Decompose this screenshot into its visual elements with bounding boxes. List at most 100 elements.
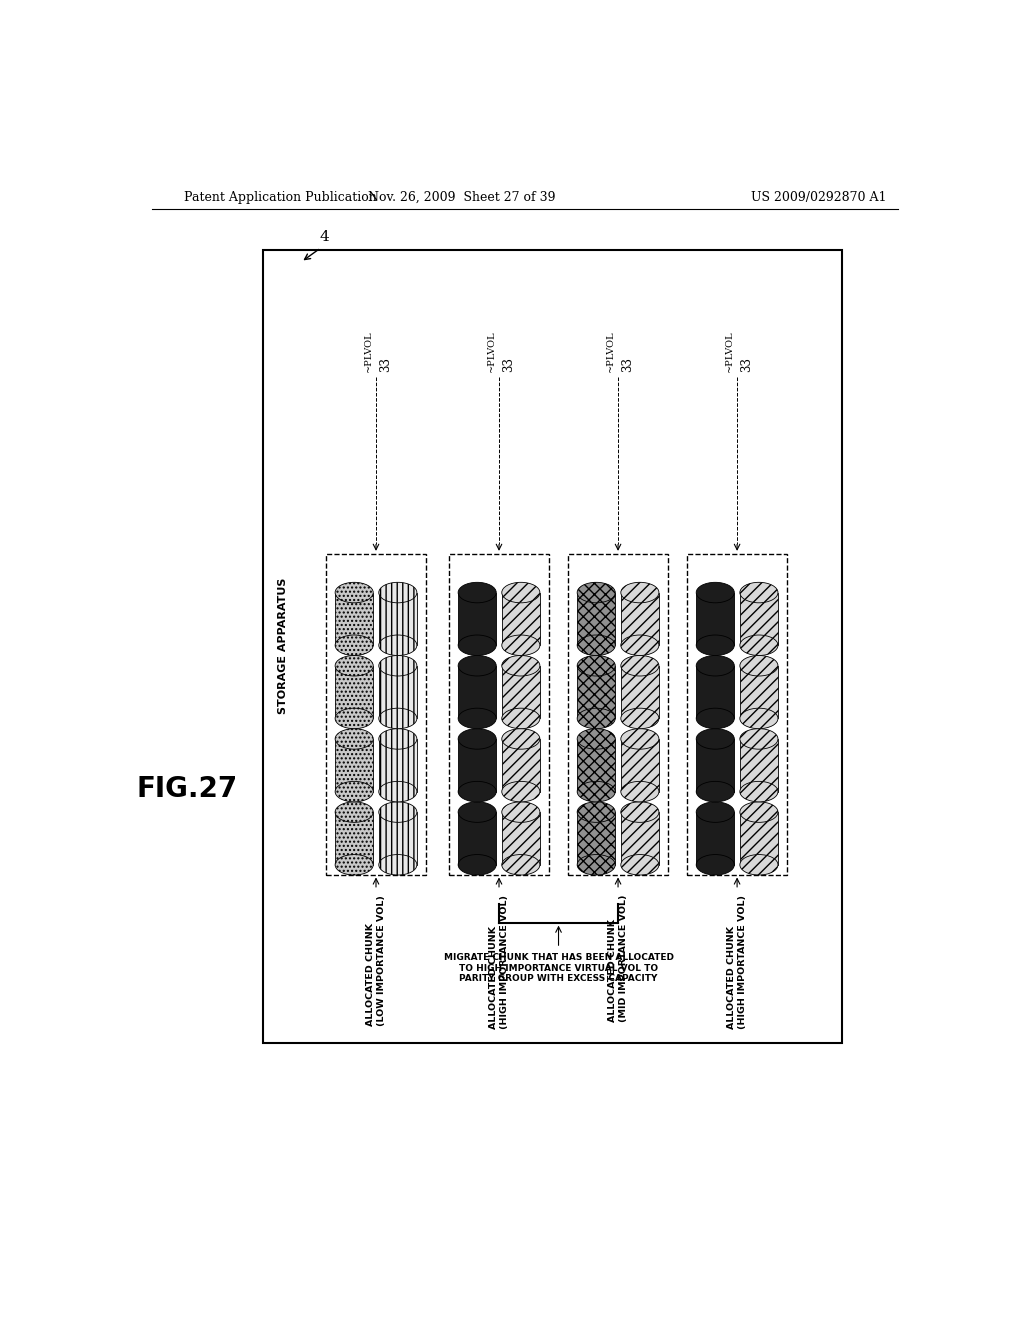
Ellipse shape: [458, 582, 497, 603]
Ellipse shape: [502, 709, 540, 729]
Bar: [458, 739, 497, 792]
Text: 4: 4: [319, 230, 330, 244]
Bar: [578, 593, 615, 645]
Ellipse shape: [578, 801, 615, 822]
Bar: [687, 554, 787, 875]
Text: Nov. 26, 2009  Sheet 27 of 39: Nov. 26, 2009 Sheet 27 of 39: [368, 190, 555, 203]
Ellipse shape: [379, 656, 417, 676]
Ellipse shape: [696, 801, 734, 822]
Ellipse shape: [621, 854, 658, 875]
Text: ALLOCATED CHUNK
(LOW IMPORTANCE VOL): ALLOCATED CHUNK (LOW IMPORTANCE VOL): [367, 895, 386, 1026]
Text: ~PLVOL: ~PLVOL: [725, 330, 733, 372]
Ellipse shape: [502, 781, 540, 801]
Bar: [621, 593, 658, 645]
Ellipse shape: [379, 729, 417, 750]
Ellipse shape: [458, 781, 497, 801]
Ellipse shape: [458, 854, 497, 875]
Ellipse shape: [335, 582, 373, 603]
Bar: [621, 665, 658, 718]
Ellipse shape: [740, 781, 778, 801]
Ellipse shape: [740, 709, 778, 729]
Ellipse shape: [379, 635, 417, 656]
Ellipse shape: [578, 656, 615, 676]
Ellipse shape: [335, 729, 373, 750]
Ellipse shape: [621, 709, 658, 729]
Text: FIG.27: FIG.27: [137, 775, 239, 803]
Ellipse shape: [502, 729, 540, 750]
Bar: [578, 739, 615, 792]
Ellipse shape: [458, 729, 497, 750]
Ellipse shape: [335, 656, 373, 676]
Bar: [458, 665, 497, 718]
Ellipse shape: [335, 801, 373, 822]
Text: 33: 33: [740, 356, 753, 372]
Ellipse shape: [578, 635, 615, 656]
Ellipse shape: [502, 801, 540, 822]
Ellipse shape: [621, 656, 658, 676]
Bar: [326, 554, 426, 875]
Ellipse shape: [335, 635, 373, 656]
Bar: [696, 739, 734, 792]
Bar: [502, 739, 540, 792]
Ellipse shape: [502, 656, 540, 676]
Ellipse shape: [696, 781, 734, 801]
Ellipse shape: [621, 582, 658, 603]
Ellipse shape: [696, 709, 734, 729]
Bar: [502, 665, 540, 718]
Text: STORAGE APPARATUS: STORAGE APPARATUS: [278, 578, 288, 714]
Bar: [578, 665, 615, 718]
Bar: [449, 554, 550, 875]
Ellipse shape: [379, 781, 417, 801]
Bar: [740, 593, 778, 645]
Bar: [578, 812, 615, 865]
Ellipse shape: [578, 854, 615, 875]
Bar: [458, 593, 497, 645]
Bar: [621, 812, 658, 865]
Bar: [335, 739, 373, 792]
Text: 33: 33: [379, 356, 392, 372]
Ellipse shape: [458, 801, 497, 822]
Ellipse shape: [696, 656, 734, 676]
Ellipse shape: [379, 582, 417, 603]
Ellipse shape: [696, 582, 734, 603]
Bar: [621, 739, 658, 792]
Ellipse shape: [578, 729, 615, 750]
Ellipse shape: [502, 635, 540, 656]
Text: 33: 33: [502, 356, 515, 372]
Bar: [335, 593, 373, 645]
Ellipse shape: [740, 801, 778, 822]
Ellipse shape: [740, 656, 778, 676]
Bar: [335, 812, 373, 865]
Ellipse shape: [696, 729, 734, 750]
Ellipse shape: [335, 709, 373, 729]
Text: MIGRATE CHUNK THAT HAS BEEN ALLOCATED
TO HIGH IMPORTANCE VIRTUAL VOL TO
PARITY G: MIGRATE CHUNK THAT HAS BEEN ALLOCATED TO…: [443, 953, 674, 983]
Bar: [696, 812, 734, 865]
Text: ALLOCATED CHUNK
(MID IMPORTANCE VOL): ALLOCATED CHUNK (MID IMPORTANCE VOL): [608, 895, 628, 1023]
Ellipse shape: [740, 582, 778, 603]
Text: ~PLVOL: ~PLVOL: [605, 330, 614, 372]
Bar: [502, 593, 540, 645]
Ellipse shape: [578, 781, 615, 801]
Ellipse shape: [696, 854, 734, 875]
Ellipse shape: [740, 729, 778, 750]
Bar: [740, 812, 778, 865]
Text: Patent Application Publication: Patent Application Publication: [183, 190, 376, 203]
Bar: [740, 665, 778, 718]
Bar: [379, 593, 417, 645]
Text: US 2009/0292870 A1: US 2009/0292870 A1: [751, 190, 886, 203]
Text: 33: 33: [622, 356, 634, 372]
Bar: [458, 812, 497, 865]
Ellipse shape: [502, 582, 540, 603]
Bar: [379, 739, 417, 792]
Ellipse shape: [740, 635, 778, 656]
Ellipse shape: [379, 709, 417, 729]
Ellipse shape: [458, 656, 497, 676]
Bar: [696, 665, 734, 718]
Ellipse shape: [379, 854, 417, 875]
Ellipse shape: [335, 854, 373, 875]
Bar: [696, 593, 734, 645]
Ellipse shape: [502, 854, 540, 875]
Text: ~PLVOL: ~PLVOL: [364, 330, 373, 372]
Text: ALLOCATED CHUNK
(HIGH IMPORTANCE VOL): ALLOCATED CHUNK (HIGH IMPORTANCE VOL): [489, 895, 509, 1028]
Text: ~PLVOL: ~PLVOL: [486, 330, 496, 372]
